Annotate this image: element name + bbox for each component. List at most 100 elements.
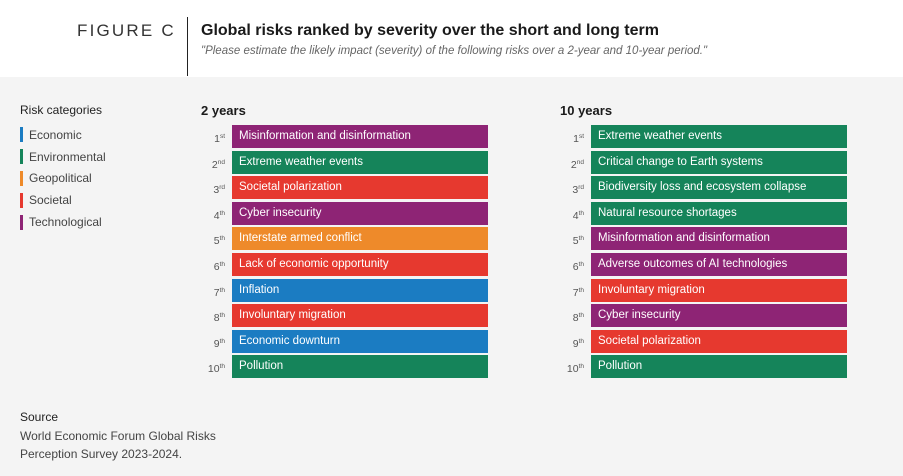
legend-swatch [20,192,23,208]
legend-swatch [20,127,23,143]
rank-label: 3rd [560,176,584,199]
rank-label: 1st [560,125,584,148]
risk-bar: Misinformation and disinformation [591,227,847,251]
legend-label: Technological [29,215,102,230]
risk-row: 2nd Critical change to Earth systems [560,150,850,174]
legend-swatch [20,149,23,165]
column-title: 10 years [560,103,613,118]
rank-number: 6 [213,261,220,273]
legend-item-environmental: Environmental [20,146,106,168]
risk-bar: Involuntary migration [591,278,847,302]
source-title: Source [20,410,59,424]
risk-bar: Lack of economic opportunity [232,253,488,276]
risk-row: 7th Inflation [201,278,491,302]
risk-row: 4th Natural resource shortages [560,201,850,225]
rank-number: 10 [207,363,220,376]
rank-suffix: th [219,286,225,294]
rank-suffix: rd [578,184,584,192]
legend-swatch [20,170,23,186]
rank-suffix: th [219,312,225,320]
risk-row: 5th Misinformation and disinformation [560,227,850,251]
rank-suffix: nd [217,158,225,166]
ranking-column-2-years: 2 years 1st Misinformation and disinforma… [201,103,488,379]
legend-swatch [20,214,23,230]
rank-number: 3 [213,184,220,197]
legend-item-geopolitical: Geopolitical [20,168,106,190]
rank-suffix: th [578,286,584,294]
rank-suffix: th [578,235,584,243]
legend-item-societal: Societal [20,189,106,211]
risk-row: 3rd Societal polarization [201,176,491,200]
rank-label: 8th [560,304,584,327]
rank-label: 6th [560,253,584,276]
risk-row: 1st Misinformation and disinformation [201,125,491,148]
rank-suffix: st [219,133,225,140]
risk-bar: Adverse outcomes of AI technologies [591,253,847,276]
risk-bar: Pollution [232,355,488,379]
source-text-line: World Economic Forum Global Risks [20,428,216,443]
rank-number: 8 [213,312,220,325]
rank-suffix: th [219,337,225,345]
chart-area: Risk categories Economic Environmental G… [0,77,903,476]
rank-label: 9th [201,330,225,353]
rank-suffix: th [578,337,584,345]
header-divider [187,17,188,76]
risk-bar: Societal polarization [591,329,847,353]
rank-suffix: th [578,261,584,268]
risk-row: 3rd Biodiversity loss and ecosystem colla… [560,176,850,200]
legend-title: Risk categories [20,103,103,117]
risk-row: 8th Cyber insecurity [560,304,850,328]
risk-row: 6th Adverse outcomes of AI technologies [560,253,850,276]
legend-label: Societal [29,193,72,208]
risk-row: 10th Pollution [560,355,850,379]
risk-row: 9th Societal polarization [560,329,850,353]
rank-number: 2 [570,158,577,171]
rank-number: 8 [572,312,579,325]
rank-label: 7th [560,279,584,302]
rank-suffix: th [578,363,584,371]
rank-suffix: th [578,312,584,320]
rank-suffix: th [219,261,225,268]
risk-row: 7th Involuntary migration [560,278,850,302]
rank-number: 2 [211,158,218,171]
rank-label: 9th [560,330,584,353]
legend-item-technological: Technological [20,211,106,233]
rank-number: 9 [572,337,579,350]
risk-row: 8th Involuntary migration [201,304,491,328]
source-note: Source World Economic Forum Global Risks… [20,408,216,464]
rank-number: 10 [566,363,579,376]
risk-row: 10th Pollution [201,355,491,379]
rank-label: 10th [560,355,584,378]
source-text-line: Perception Survey 2023-2024. [20,447,183,461]
chart-title: Global risks ranked by severity over the… [201,22,659,39]
risk-row: 6th Lack of economic opportunity [201,253,491,276]
rank-suffix: th [219,235,225,243]
legend-item-economic: Economic [20,124,106,146]
risk-row: 1st Extreme weather events [560,125,850,148]
rank-number: 7 [572,286,579,299]
rank-label: 6th [201,253,225,276]
legend-label: Economic [29,127,82,142]
rank-suffix: th [578,209,584,217]
ranking-column-10-years: 10 years 1st Extreme weather events 2nd Cri… [560,103,847,379]
rank-label: 3rd [201,176,225,199]
risk-bar: Economic downturn [232,329,488,353]
risk-bar: Misinformation and disinformation [232,125,488,148]
risk-bar: Societal polarization [232,176,488,200]
rank-suffix: st [578,133,584,140]
risk-bar: Biodiversity loss and ecosystem collapse [591,176,847,200]
rank-number: 1 [573,133,579,145]
risk-bar: Involuntary migration [232,304,488,328]
risk-bar: Cyber insecurity [232,201,488,225]
risk-bar: Interstate armed conflict [232,227,488,251]
rank-number: 6 [572,261,579,273]
risk-bar: Extreme weather events [232,150,488,174]
chart-subtitle: "Please estimate the likely impact (seve… [201,45,708,57]
risk-bar: Cyber insecurity [591,304,847,328]
rank-number: 7 [213,286,220,299]
risk-row: 2nd Extreme weather events [201,150,491,174]
rank-label: 1st [201,125,225,148]
rank-label: 2nd [201,151,225,174]
rank-label: 7th [201,279,225,302]
rank-suffix: th [219,209,225,217]
